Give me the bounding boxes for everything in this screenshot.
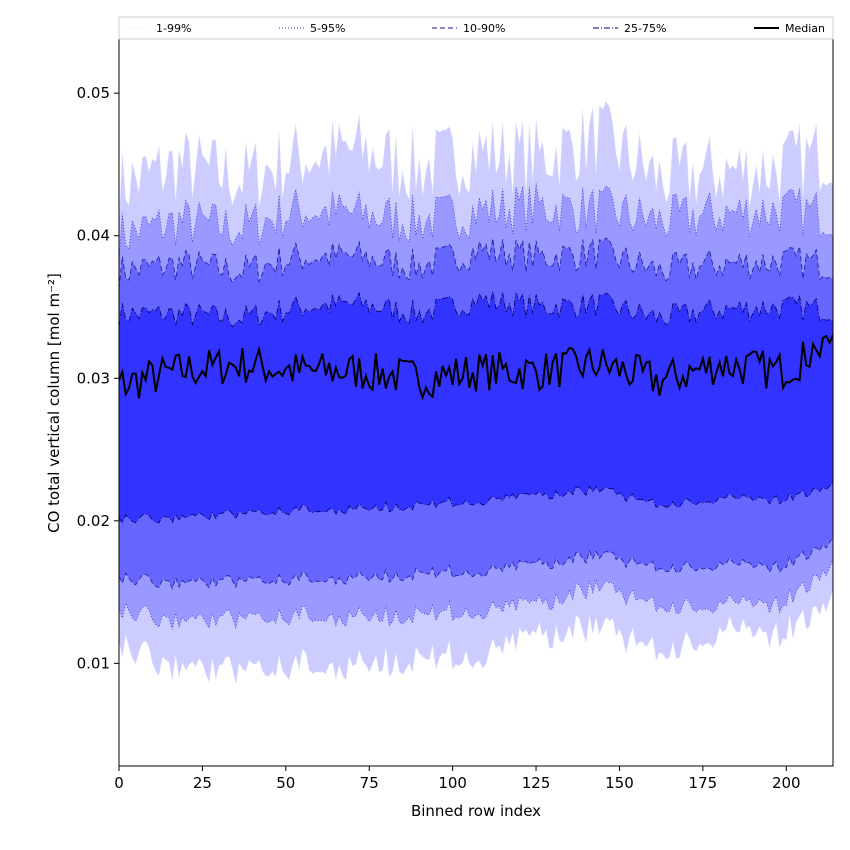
y-tick-label: 0.01 (77, 654, 110, 672)
bands-group (119, 100, 833, 685)
y-tick-label: 0.03 (77, 369, 110, 387)
band-10-90pct-upper-line (119, 237, 833, 289)
median-line (119, 334, 833, 401)
legend-box (118, 16, 834, 40)
legend-label: Median (785, 22, 825, 35)
band-1-99pct-upper-line (119, 100, 833, 226)
legend-label: 5-95% (310, 22, 345, 35)
band-25-75pct-area (119, 291, 833, 523)
legend-label: 10-90% (463, 22, 505, 35)
legend-label: 25-75% (624, 22, 666, 35)
legend-label: 1-99% (156, 22, 191, 35)
x-tick-label: 0 (114, 774, 124, 792)
x-tick-label: 25 (193, 774, 212, 792)
x-tick-label: 50 (276, 774, 295, 792)
band-5-95pct-upper-line (119, 183, 833, 262)
y-tick-label: 0.05 (77, 84, 110, 102)
band-25-75pct-upper-line (119, 291, 833, 328)
x-tick-label: 175 (689, 774, 718, 792)
x-tick-label: 125 (522, 774, 551, 792)
x-tick-label: 200 (772, 774, 801, 792)
y-axis-label: CO total vertical column [mol m⁻²] (45, 273, 63, 533)
x-axis-label: Binned row index (411, 802, 541, 820)
x-tick-label: 75 (360, 774, 379, 792)
y-tick-label: 0.02 (77, 512, 110, 530)
y-tick-label: 0.04 (77, 227, 110, 245)
band-25-75pct-lower-line (119, 482, 833, 524)
plot-area (119, 100, 833, 685)
legend: 1-99% 5-95% 10-90% 25-75% Median (118, 16, 834, 40)
x-tick-label: 150 (605, 774, 634, 792)
band-1-99pct-lower-line (119, 589, 833, 685)
x-tick-label: 100 (438, 774, 467, 792)
